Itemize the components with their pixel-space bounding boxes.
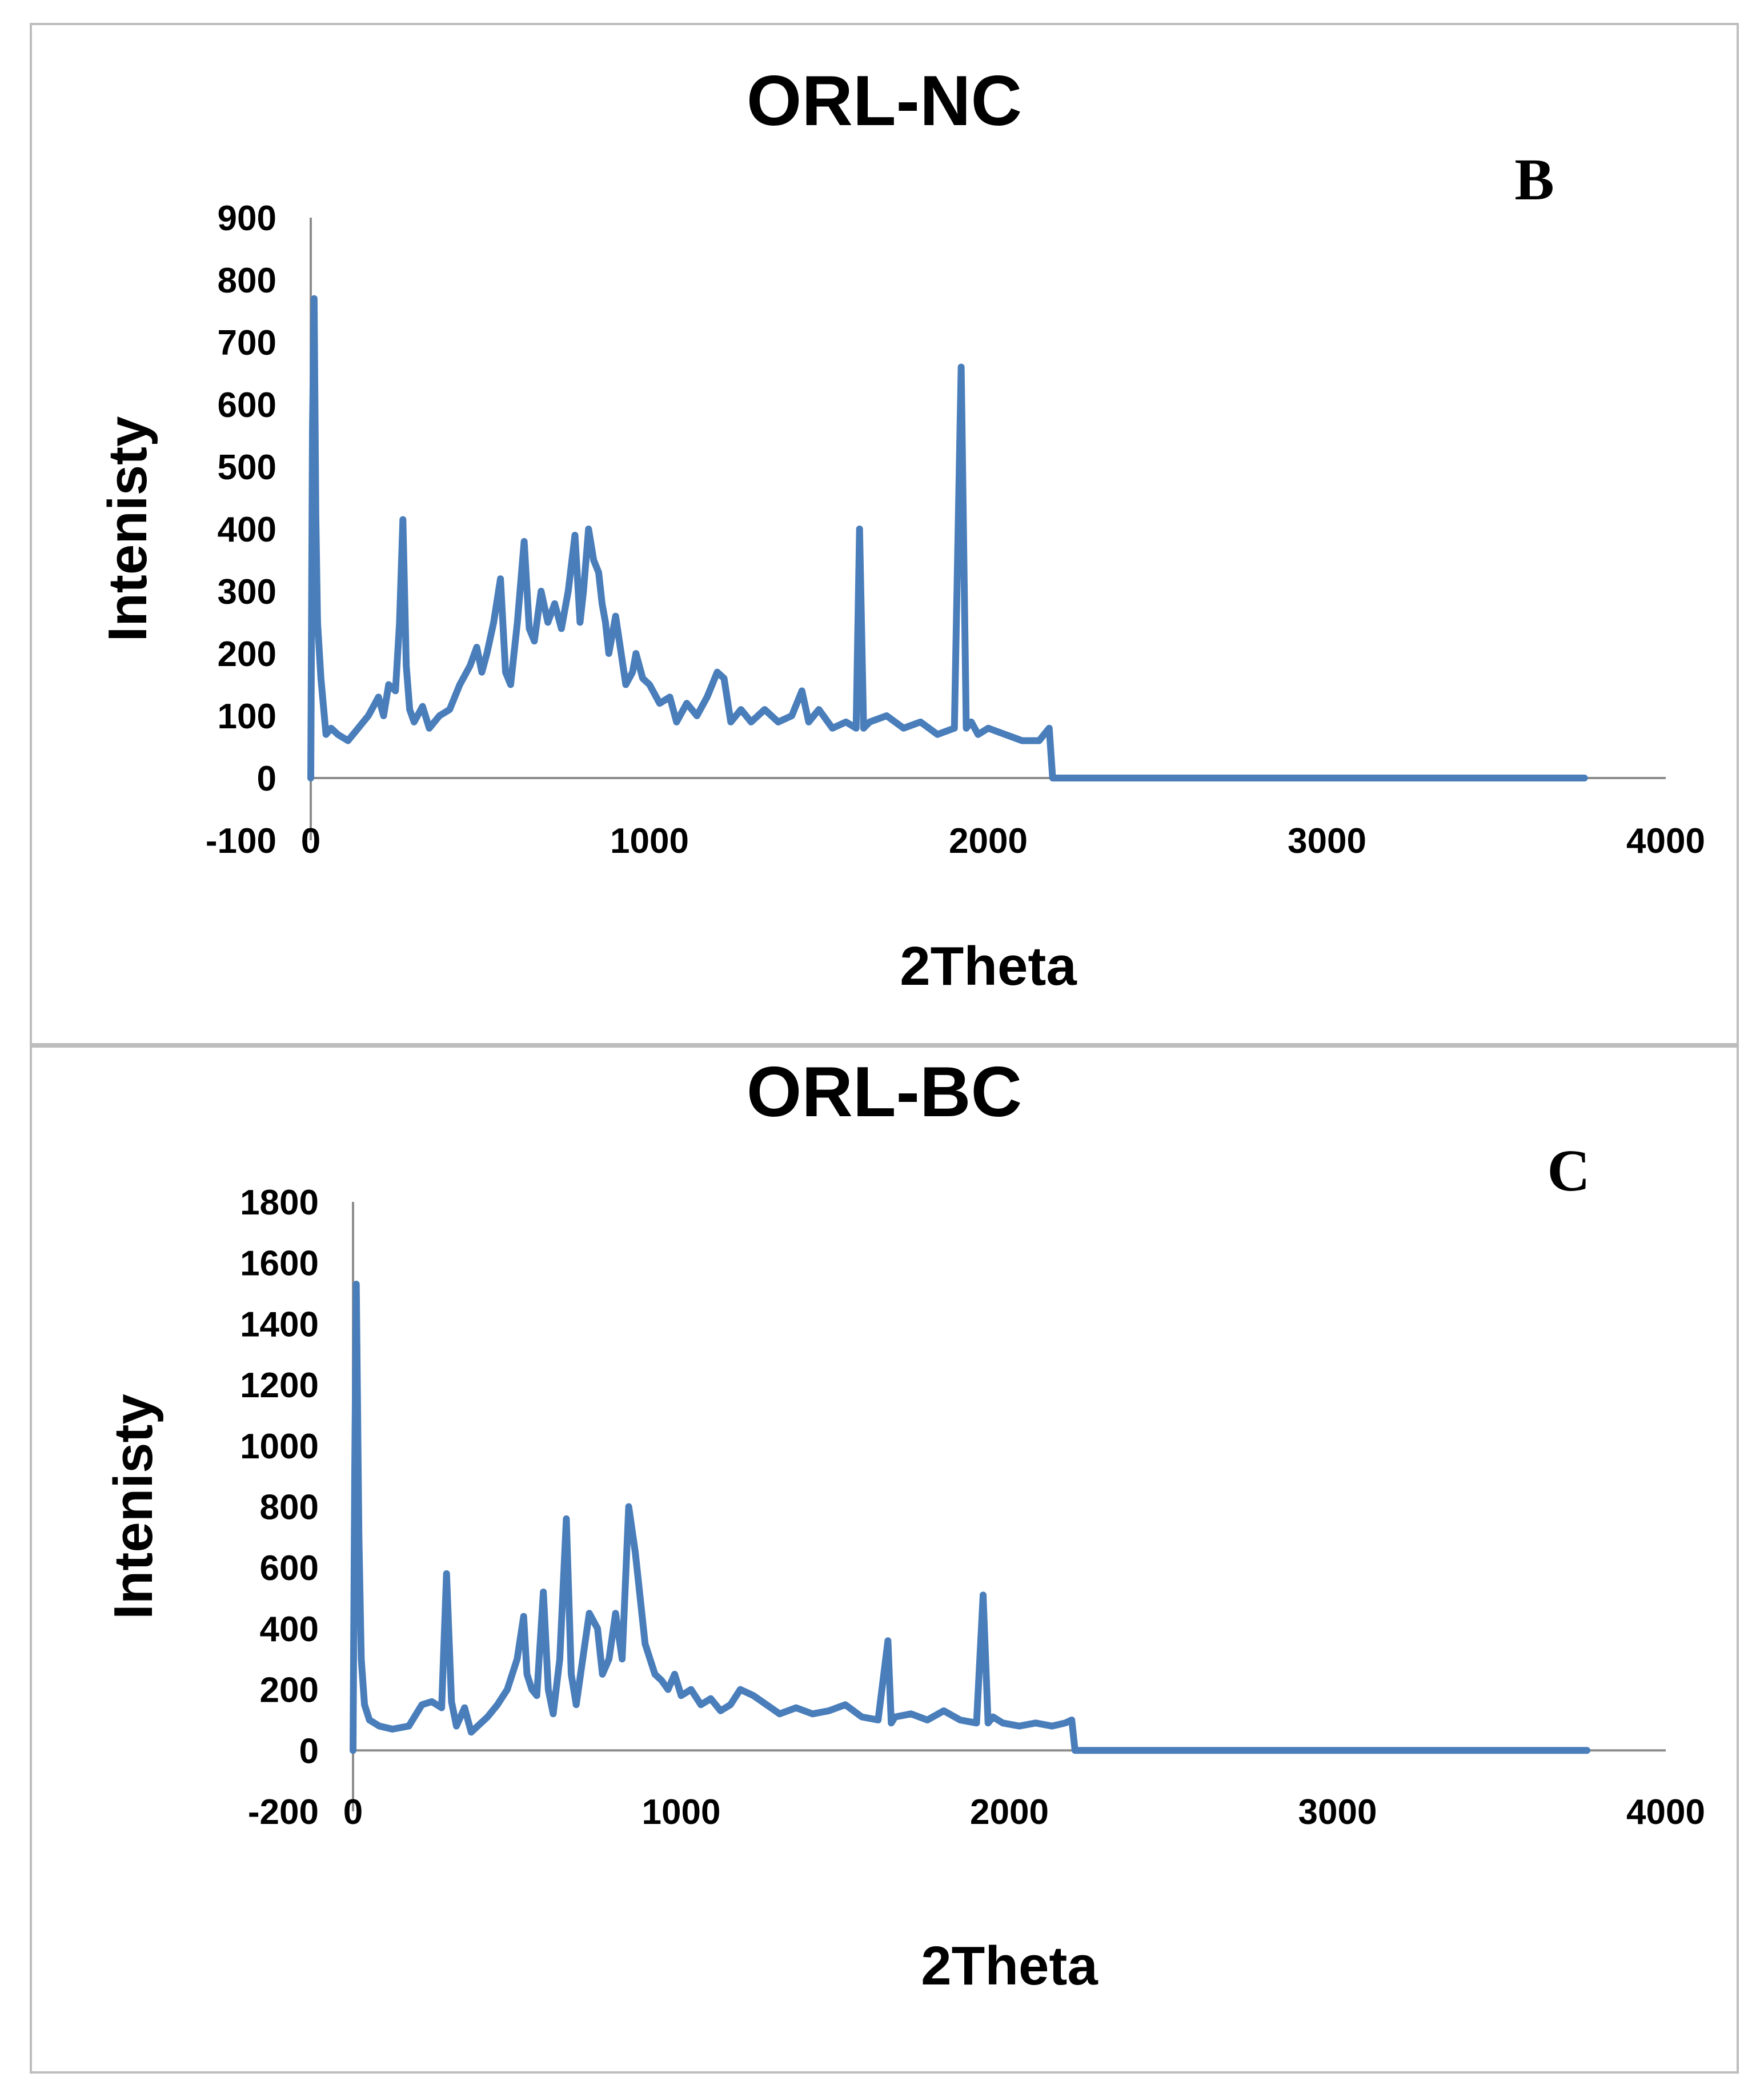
chart0-x-tick-label: 0 bbox=[301, 821, 320, 861]
chart0-x-axis-title: 2Theta bbox=[900, 936, 1077, 997]
chart0-series-0-line bbox=[307, 295, 1588, 781]
chart1-x-axis-title: 2Theta bbox=[921, 1935, 1098, 1996]
chart1-y-tick-label: 1000 bbox=[240, 1427, 319, 1466]
chart1-y-tick-label: 800 bbox=[260, 1488, 319, 1527]
chart0-x-tick-label: 1000 bbox=[610, 821, 689, 861]
chart1-y-tick-label: -200 bbox=[248, 1793, 319, 1832]
chart0-y-tick-label: 900 bbox=[218, 199, 276, 238]
chart0-x-tick-label: 3000 bbox=[1288, 821, 1366, 861]
chart1-x-tick-label: 2000 bbox=[970, 1793, 1049, 1832]
chart0-y-tick-label: 700 bbox=[218, 323, 276, 363]
chart0-y-tick-label: 400 bbox=[218, 510, 276, 550]
chart0-x-tick-label: 2000 bbox=[949, 821, 1028, 861]
chart1-panel-label: C bbox=[1547, 1138, 1590, 1204]
chart1-y-tick-label: 200 bbox=[260, 1671, 319, 1710]
chart0-y-tick-label: 300 bbox=[218, 572, 276, 612]
chart0-y-tick-label: 800 bbox=[218, 261, 276, 300]
chart0-title: ORL-NC bbox=[747, 62, 1022, 141]
chart1-series-0-line bbox=[350, 1281, 1591, 1754]
chart1-y-tick-label: 1200 bbox=[240, 1366, 319, 1405]
chart1-y-tick-label: 600 bbox=[260, 1549, 319, 1588]
chart1-y-axis-title: Intenisty bbox=[103, 1394, 164, 1619]
chart-orl-bc: ORL-BCC180016001400120010008006004002000… bbox=[103, 1053, 1705, 1996]
chart0-y-tick-label: 500 bbox=[218, 448, 276, 487]
chart0-y-tick-label: 600 bbox=[218, 386, 276, 425]
chart1-x-tick-label: 4000 bbox=[1626, 1793, 1705, 1832]
chart0-y-tick-label: 200 bbox=[218, 635, 276, 674]
chart1-y-tick-label: 1800 bbox=[240, 1183, 319, 1222]
chart1-y-tick-label: 400 bbox=[260, 1610, 319, 1649]
chart1-title: ORL-BC bbox=[747, 1053, 1022, 1132]
chart0-panel-label: B bbox=[1514, 147, 1554, 212]
chart0-y-tick-label: 100 bbox=[218, 697, 276, 736]
chart0-y-axis-title: Intenisty bbox=[97, 416, 158, 642]
chart0-y-tick-label: -100 bbox=[206, 821, 276, 861]
chart1-y-tick-label: 1600 bbox=[240, 1244, 319, 1284]
chart-panel-orl-bc: ORL-BC C 1800 1600 1400 1200 1000 800 600 400 200 0… bbox=[30, 1045, 1739, 2074]
chart-panel-orl-nc: ORL-NC B 900 800 700 600 500 400 300 200 100 0 -100 0… bbox=[30, 23, 1739, 1045]
chart1-x-tick-label: 3000 bbox=[1298, 1793, 1377, 1832]
chart1-x-tick-label: 1000 bbox=[642, 1793, 721, 1832]
chart1-x-tick-label: 0 bbox=[343, 1793, 363, 1832]
chart0-x-tick-label: 4000 bbox=[1626, 821, 1705, 861]
chart1-y-tick-label: 0 bbox=[299, 1731, 319, 1771]
chart0-y-tick-label: 0 bbox=[257, 759, 276, 799]
chart1-y-tick-label: 1400 bbox=[240, 1305, 319, 1344]
